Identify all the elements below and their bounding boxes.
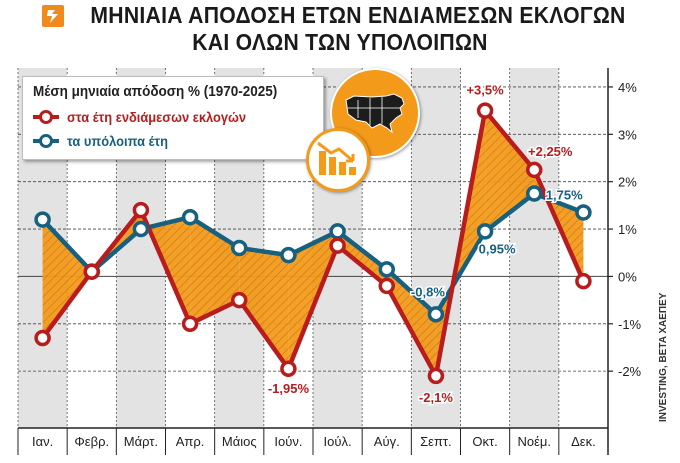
- data-label: -2,1%: [419, 390, 453, 405]
- chart-title-line-2: ΚΑΙ ΟΛΩΝ ΤΩΝ ΥΠΟΛΟΙΠΩΝ: [192, 29, 488, 55]
- x-tick-label: Αύγ.: [374, 434, 400, 449]
- series-line-other: [40, 191, 585, 317]
- x-tick-label: Απρ.: [176, 434, 205, 449]
- data-point-midterm: [427, 367, 445, 385]
- y-tick-label: -2%: [618, 364, 642, 379]
- declining-bars-icon: [306, 128, 370, 192]
- legend-title: Μέση μηνιαία απόδοση % (1970-2025): [33, 83, 278, 100]
- data-label: +3,5%: [466, 83, 504, 98]
- data-point-midterm: [34, 329, 51, 347]
- source-credit: INVESTING, BETA ΧΑΕΠΕΥ: [658, 292, 669, 422]
- legend-label-other: τα υπόλοιπα έτη: [67, 133, 168, 149]
- data-point-other: [280, 246, 297, 264]
- chart-title-block: ΜΗΝΙΑΙΑ ΑΠΟΔΟΣΗ ΕΤΩΝ ΕΝΔΙΑΜΕΣΩΝ ΕΚΛΟΓΩΝ …: [0, 0, 680, 66]
- data-point-midterm: [575, 272, 592, 290]
- data-point-midterm: [181, 315, 199, 333]
- data-point-other: [181, 208, 199, 226]
- legend-label-midterm: στα έτη ενδιάμεσων εκλογών: [67, 109, 247, 125]
- data-point-other: [34, 211, 51, 228]
- data-label: +2,25%: [528, 144, 573, 159]
- brand-logo-icon: [42, 5, 64, 27]
- data-label: -0,8%: [411, 284, 445, 299]
- legend: Μέση μηνιαία απόδοση % (1970-2025) στα έ…: [22, 76, 324, 160]
- difference-area: [239, 248, 289, 369]
- x-tick-label: Ιούν.: [274, 434, 302, 449]
- x-tick-label: Οκτ.: [472, 434, 497, 449]
- data-point-midterm: [132, 201, 150, 219]
- x-tick-label: Μάρτ.: [124, 434, 158, 449]
- x-tick-label: Σεπτ.: [420, 434, 452, 449]
- data-point-midterm: [231, 291, 248, 309]
- y-tick-label: 4%: [618, 80, 637, 95]
- data-point-midterm: [83, 263, 100, 280]
- legend-marker-other: [39, 134, 53, 148]
- data-point-midterm: [280, 360, 297, 378]
- x-tick-label: Μάιος: [222, 434, 257, 449]
- data-label: 0,95%: [479, 241, 516, 256]
- y-tick-label: 3%: [618, 127, 637, 142]
- difference-area: [190, 217, 240, 324]
- y-tick-label: -1%: [618, 317, 642, 332]
- data-point-other: [132, 220, 150, 238]
- difference-area: [42, 219, 92, 338]
- data-point-other: [526, 185, 543, 202]
- data-point-other: [329, 223, 346, 240]
- legend-marker-midterm: [39, 110, 53, 124]
- y-tick-label: 2%: [618, 175, 637, 190]
- data-point-midterm: [378, 277, 395, 295]
- data-point-other: [378, 261, 395, 278]
- data-point-other: [575, 204, 592, 221]
- data-point-other: [476, 223, 494, 240]
- data-point-other: [231, 239, 248, 257]
- data-label: -1,95%: [268, 381, 310, 396]
- data-point-midterm: [476, 102, 494, 119]
- month-column-bg: [509, 68, 559, 455]
- difference-area: [337, 231, 387, 286]
- x-tick-label: Ιαν.: [32, 434, 53, 449]
- data-label: 1,75%: [546, 188, 583, 203]
- y-tick-label: 1%: [618, 222, 637, 237]
- data-point-midterm: [329, 237, 346, 254]
- series-line-midterm: [40, 108, 586, 379]
- x-tick-label: Φεβρ.: [74, 434, 109, 449]
- x-tick-label: Δεκ.: [571, 434, 596, 449]
- x-tick-label: Ιούλ.: [324, 434, 352, 449]
- x-tick-label: Νοέμ.: [517, 434, 551, 449]
- chart-title-line-1: ΜΗΝΙΑΙΑ ΑΠΟΔΟΣΗ ΕΤΩΝ ΕΝΔΙΑΜΕΣΩΝ ΕΚΛΟΓΩΝ: [90, 2, 626, 28]
- month-column-bg: [411, 68, 461, 455]
- data-point-midterm: [526, 161, 543, 179]
- y-tick-label: 0%: [618, 269, 637, 284]
- data-point-other: [427, 306, 445, 323]
